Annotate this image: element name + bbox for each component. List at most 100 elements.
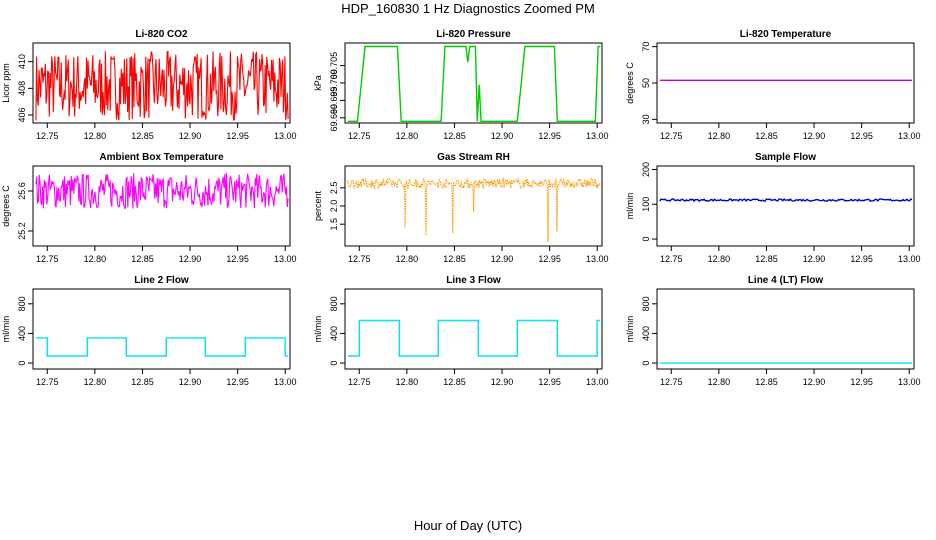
y-axis-label: Licor ppm	[1, 63, 11, 103]
x-tick-label: 12.95	[538, 131, 561, 141]
y-tick-label: 410	[17, 54, 27, 69]
y-tick-label: 69.705	[329, 52, 339, 80]
x-tick-label: 12.90	[491, 254, 514, 264]
y-axis-label: ml/min	[625, 316, 635, 343]
x-tick-label: 12.75	[348, 377, 371, 387]
x-tick-label: 12.85	[131, 377, 154, 387]
panel-title: Line 4 (LT) Flow	[748, 275, 824, 286]
series-line	[347, 176, 601, 243]
x-tick-label: 12.95	[226, 254, 249, 264]
x-tick-label: 13.00	[898, 377, 921, 387]
y-tick-label: 25.2	[17, 222, 27, 240]
panel-6: Line 2 Flow 12.75 12.80 12.85 12.90 12.95 13.0…	[1, 275, 297, 387]
y-axis-label: ml/min	[625, 193, 635, 220]
x-tick-label: 12.80	[396, 377, 419, 387]
x-tick-label: 12.95	[538, 254, 561, 264]
y-axis-label: degrees C	[1, 185, 11, 227]
x-tick-label: 13.00	[898, 131, 921, 141]
plot-frame	[32, 165, 291, 247]
y-tick-label: 408	[17, 81, 27, 96]
panel-title: Li-820 Temperature	[740, 29, 832, 40]
x-axis-label: Hour of Day (UTC)	[413, 518, 523, 533]
y-tick-label: 400	[329, 326, 339, 341]
series-line	[35, 50, 289, 121]
y-tick-label: 0	[17, 361, 27, 366]
y-tick-label: 70	[641, 42, 651, 52]
x-tick-label: 12.85	[755, 377, 778, 387]
x-tick-label: 12.75	[348, 131, 371, 141]
x-tick-label: 12.95	[850, 377, 873, 387]
x-tick-label: 12.80	[396, 254, 419, 264]
panel-title: Gas Stream RH	[437, 152, 510, 163]
x-tick-label: 12.95	[226, 377, 249, 387]
panel-title: Line 3 Flow	[446, 275, 501, 286]
x-tick-label: 12.85	[131, 131, 154, 141]
x-tick-label: 12.75	[36, 131, 59, 141]
x-tick-label: 12.95	[850, 254, 873, 264]
y-axis-label: kPa	[313, 75, 323, 91]
y-tick-label: 0	[641, 237, 651, 242]
x-tick-label: 12.90	[491, 131, 514, 141]
x-tick-label: 12.80	[84, 131, 107, 141]
x-tick-label: 12.80	[396, 131, 419, 141]
x-tick-label: 12.80	[708, 377, 731, 387]
y-tick-label: 2.5	[329, 182, 339, 195]
x-tick-label: 13.00	[586, 131, 609, 141]
plot-frame	[656, 165, 915, 247]
x-tick-label: 12.85	[443, 377, 466, 387]
plot-frame	[32, 288, 291, 370]
y-axis-label: percent	[313, 190, 323, 221]
y-tick-label: 69.695	[329, 87, 339, 115]
x-tick-label: 12.75	[36, 254, 59, 264]
plot-frame	[344, 288, 603, 370]
panel-title: Li-820 CO2	[135, 29, 188, 40]
x-tick-label: 12.85	[755, 131, 778, 141]
y-axis-label: degrees C	[625, 62, 635, 104]
panel-title: Line 2 Flow	[134, 275, 189, 286]
y-tick-label: 69.690	[329, 104, 339, 132]
x-tick-label: 12.90	[803, 377, 826, 387]
panel-title: Sample Flow	[755, 152, 816, 163]
panel-3: Ambient Box Temperature 12.75 12.80 12.85 12…	[1, 152, 297, 264]
y-tick-label: 1.5	[329, 218, 339, 231]
y-tick-label: 800	[641, 296, 651, 311]
x-tick-label: 12.90	[803, 131, 826, 141]
x-tick-label: 12.90	[803, 254, 826, 264]
y-tick-label: 25.6	[17, 182, 27, 200]
plot-frame	[344, 42, 603, 124]
x-tick-label: 12.95	[850, 131, 873, 141]
x-tick-label: 13.00	[274, 254, 297, 264]
panel-0: Li-820 CO2 12.75 12.80 12.85 12.90 12.95 13.00…	[1, 29, 297, 141]
series-line	[35, 337, 289, 357]
panel-title: Ambient Box Temperature	[99, 152, 224, 163]
x-tick-label: 12.80	[708, 254, 731, 264]
plot-frame	[656, 288, 915, 370]
y-tick-label: 400	[17, 326, 27, 341]
series-line	[347, 319, 601, 357]
x-tick-label: 13.00	[274, 377, 297, 387]
x-tick-label: 12.85	[443, 254, 466, 264]
y-tick-label: 30	[641, 114, 651, 124]
x-tick-label: 12.80	[708, 131, 731, 141]
y-tick-label: 800	[329, 296, 339, 311]
x-tick-label: 13.00	[586, 377, 609, 387]
panel-5: Sample Flow 12.75 12.80 12.85 12.90 12.95 13.0…	[625, 152, 921, 264]
x-tick-label: 12.90	[179, 131, 202, 141]
panel-2: Li-820 Temperature 12.75 12.80 12.85 12.90 12…	[625, 29, 921, 141]
plot-frame	[656, 42, 915, 124]
y-tick-label: 2.0	[329, 200, 339, 213]
x-tick-label: 12.95	[538, 377, 561, 387]
main-title: HDP_160830 1 Hz Diagnostics Zoomed PM	[341, 1, 595, 16]
panel-7: Line 3 Flow 12.75 12.80 12.85 12.90 12.95 13.0…	[313, 275, 609, 387]
y-tick-label: 0	[641, 361, 651, 366]
panel-title: Li-820 Pressure	[436, 29, 511, 40]
x-tick-label: 12.75	[36, 377, 59, 387]
x-tick-label: 12.80	[84, 254, 107, 264]
series-line	[347, 45, 601, 122]
series-line	[35, 173, 289, 210]
x-tick-label: 12.85	[443, 131, 466, 141]
x-tick-label: 12.85	[131, 254, 154, 264]
y-axis-label: ml/min	[313, 316, 323, 343]
x-tick-label: 12.75	[348, 254, 371, 264]
